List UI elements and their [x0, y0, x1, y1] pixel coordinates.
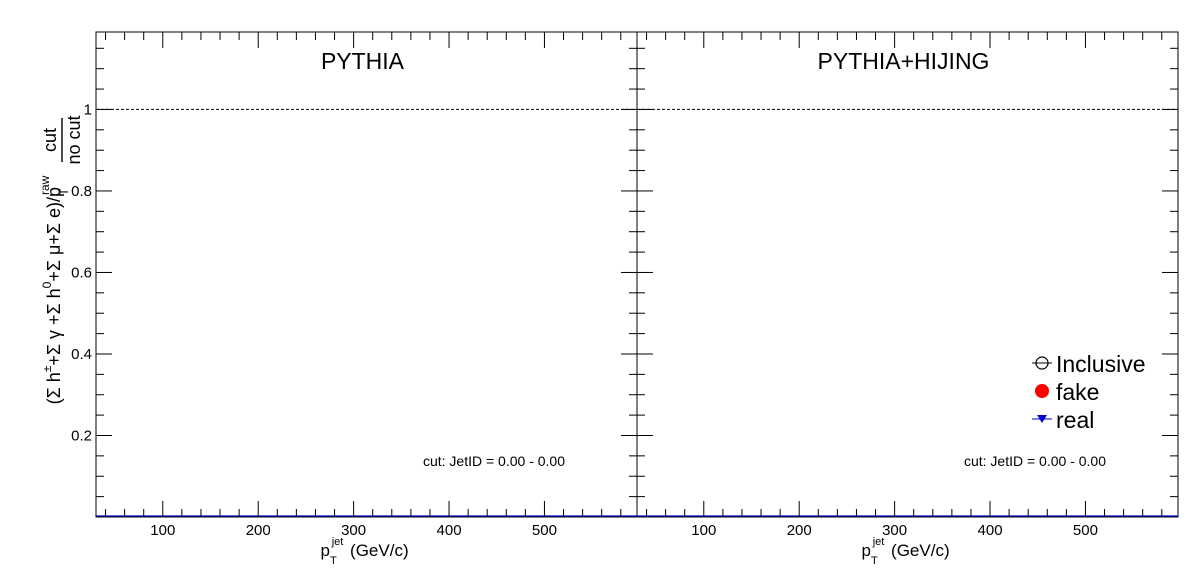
x-tick-label: 100: [150, 522, 175, 539]
panel-title: PYTHIA+HIJING: [818, 48, 990, 74]
x-tick-label: 400: [437, 522, 462, 539]
legend-label: Inclusive: [1056, 351, 1145, 377]
legend: Inclusive fake real: [1032, 351, 1145, 433]
x-axis-label: pTjet (GeV/c): [321, 536, 409, 567]
x-tick-label: 500: [532, 522, 557, 539]
x-tick-label: 300: [341, 522, 366, 539]
y-tick-label: 0.2: [71, 427, 92, 444]
y-tick-label: 0.4: [71, 346, 92, 363]
y-axis-label: (Σ h±+Σ γ +Σ h0+Σ μ+Σ e)/praw T cut no cu…: [38, 115, 84, 404]
legend-item-inclusive: Inclusive: [1032, 351, 1145, 377]
legend-label: fake: [1056, 379, 1099, 405]
y-ratio-top: cut: [40, 128, 60, 152]
x-tick-label: 200: [787, 522, 812, 539]
y-ratio-bottom: no cut: [64, 115, 84, 164]
x-tick-label: 400: [978, 522, 1003, 539]
open-circle-marker-icon: [1035, 356, 1049, 370]
plot-frame: [95, 31, 638, 518]
svg-text:(Σ h±+Σ γ +Σ h0+Σ μ+Σ e)/p: (Σ h±+Σ γ +Σ h0+Σ μ+Σ e)/praw T: [38, 175, 71, 404]
x-tick-label: 500: [1073, 522, 1098, 539]
y-tick-label: 0.6: [71, 264, 92, 281]
panel-title: PYTHIA: [321, 48, 405, 74]
plot-frame: [636, 31, 1179, 518]
filled-circle-marker-icon: [1035, 384, 1049, 398]
x-tick-label: 300: [882, 522, 907, 539]
legend-item-fake: fake: [1035, 379, 1099, 405]
panel-pythia-hijing: 100 200 300 400 500 PYTHIA+HIJING cut: JetID =…: [636, 31, 1179, 567]
x-tick-label: 200: [246, 522, 271, 539]
y-tick-label: 0.8: [71, 183, 92, 200]
panel-pythia: 100 200 300 400 500 0.2 0.4 0.6 0.8 1 PYTHIA cut: J…: [71, 31, 638, 567]
x-axis-label: pTjet (GeV/c): [862, 536, 950, 567]
cut-annotation: cut: JetID = 0.00 - 0.00: [964, 453, 1106, 469]
y-tick-label: 1: [84, 101, 92, 118]
cut-annotation: cut: JetID = 0.00 - 0.00: [423, 453, 565, 469]
triangle-down-marker-icon: [1037, 415, 1047, 423]
x-tick-label: 100: [691, 522, 716, 539]
legend-label: real: [1056, 407, 1094, 433]
legend-item-real: real: [1032, 407, 1094, 433]
